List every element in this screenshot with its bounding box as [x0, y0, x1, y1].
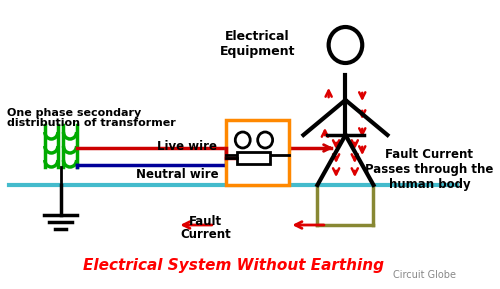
- Text: Neutral wire: Neutral wire: [136, 168, 218, 181]
- Text: Electrical System Without Earthing: Electrical System Without Earthing: [83, 258, 384, 273]
- Text: Fault Current
Passes through the
human body: Fault Current Passes through the human b…: [366, 148, 494, 191]
- Text: One phase secondary: One phase secondary: [8, 108, 141, 118]
- Text: Current: Current: [180, 228, 231, 241]
- Text: distribution of transformer: distribution of transformer: [8, 118, 176, 128]
- Text: Fault: Fault: [189, 215, 222, 228]
- Text: Live wire: Live wire: [156, 140, 216, 153]
- Bar: [237, 152, 270, 164]
- Text: Circuit Globe: Circuit Globe: [392, 270, 456, 280]
- Bar: [226, 120, 290, 185]
- Text: Electrical
Equipment: Electrical Equipment: [220, 30, 296, 58]
